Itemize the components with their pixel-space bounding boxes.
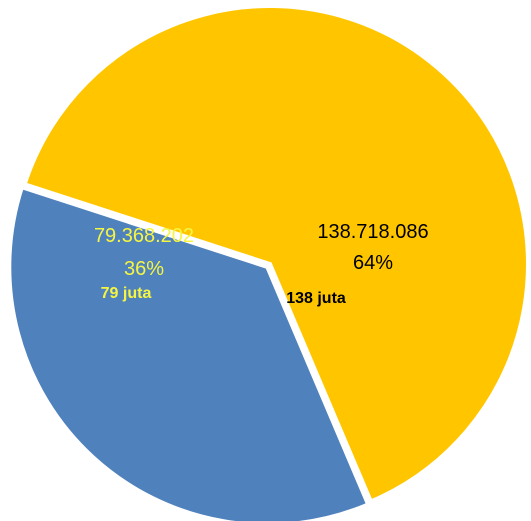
pie-slice-79-juta <box>7 184 371 521</box>
slice-79-value-label: 79.368.202 <box>94 225 194 247</box>
slice-138-note-label: 138 juta <box>286 290 346 307</box>
pie-slice-138-juta <box>22 4 530 505</box>
slice-79-percent-label: 36% <box>124 258 164 280</box>
slice-138-percent-label: 64% <box>353 252 393 274</box>
slice-79-note-label: 79 juta <box>101 285 152 302</box>
slice-138-value-label: 138.718.086 <box>317 221 428 243</box>
